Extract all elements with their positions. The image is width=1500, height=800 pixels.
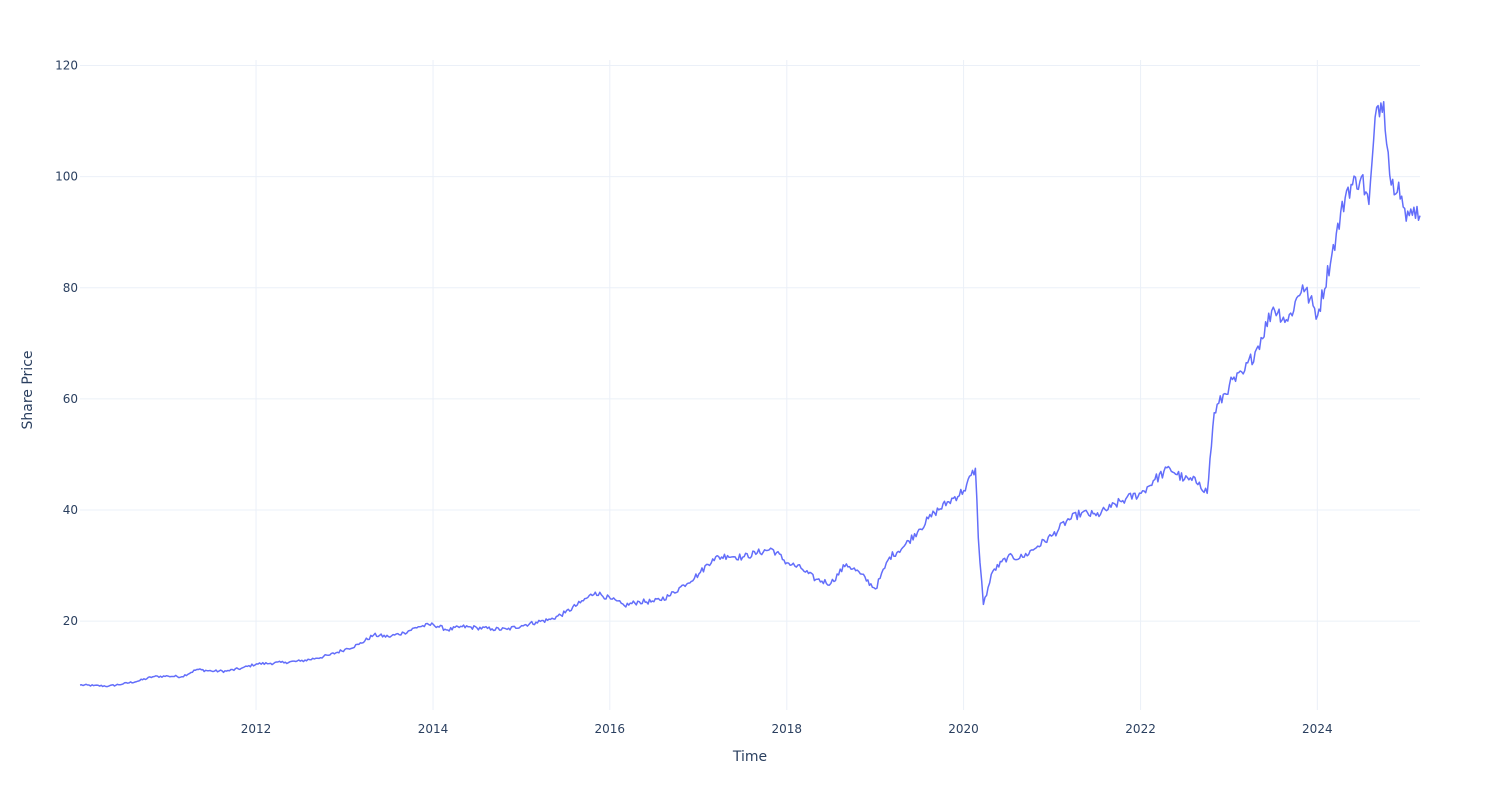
y-tick-label: 100 bbox=[55, 170, 78, 184]
y-tick-label: 120 bbox=[55, 59, 78, 73]
plot-area bbox=[79, 100, 1421, 688]
x-tick-label: 2022 bbox=[1125, 722, 1156, 736]
y-tick-label: 60 bbox=[63, 392, 78, 406]
x-tick-label: 2016 bbox=[595, 722, 626, 736]
y-axis-title: Share Price bbox=[20, 350, 36, 429]
tick-labels: 20 40 60 80 100 120 2012 2014 2016 2018 2020 2022 20… bbox=[55, 59, 1333, 736]
x-tick-label: 2024 bbox=[1302, 722, 1333, 736]
x-axis-title: Time bbox=[732, 749, 767, 765]
y-tick-label: 80 bbox=[63, 281, 78, 295]
y-tick-label: 20 bbox=[63, 614, 78, 628]
grid-lines bbox=[80, 60, 1420, 710]
share-price-series-line bbox=[79, 100, 1421, 688]
x-tick-label: 2012 bbox=[241, 722, 272, 736]
x-tick-label: 2020 bbox=[948, 722, 979, 736]
x-tick-label: 2014 bbox=[418, 722, 449, 736]
y-tick-label: 40 bbox=[63, 503, 78, 517]
x-tick-label: 2018 bbox=[772, 722, 803, 736]
